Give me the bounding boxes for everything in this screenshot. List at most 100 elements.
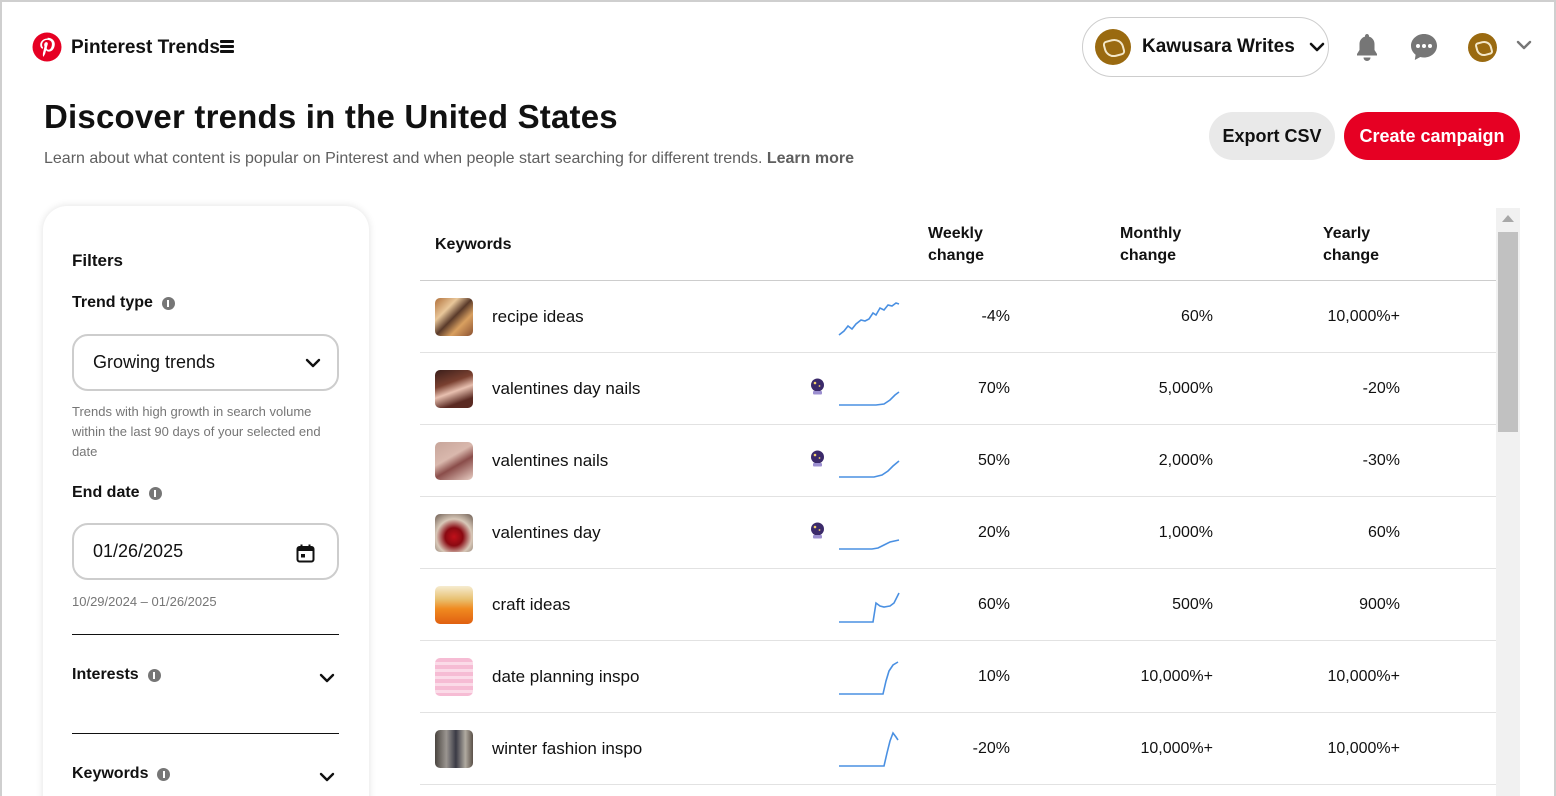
monthly-change: 60% <box>1180 308 1213 325</box>
profile-avatar[interactable] <box>1468 33 1497 62</box>
chat-icon[interactable] <box>1409 32 1439 62</box>
divider <box>72 733 339 734</box>
keyword-label: winter fashion inspo <box>492 739 643 758</box>
bell-icon[interactable] <box>1354 32 1380 62</box>
sparkline <box>839 592 900 623</box>
page-subtitle: Learn about what content is popular on P… <box>44 150 854 168</box>
trends-table: Keywords Weekly change Monthly change Ye… <box>420 208 1496 796</box>
end-date-value: 01/26/2025 <box>93 541 184 561</box>
subtitle-text: Learn about what content is popular on P… <box>44 150 763 167</box>
col-yearly-line1: Yearly <box>1323 225 1371 242</box>
crystal-ball-icon <box>811 378 824 395</box>
yearly-change: -30% <box>1362 452 1400 469</box>
account-name: Kawusara Writes <box>1142 36 1295 57</box>
learn-more-link[interactable]: Learn more <box>766 150 854 167</box>
keyword-label: valentines nails <box>492 451 609 470</box>
interests-label-text: Interests <box>72 666 139 683</box>
chevron-down-icon[interactable] <box>1516 40 1532 50</box>
keyword-label: date planning inspo <box>492 667 640 686</box>
account-switcher-button[interactable]: Kawusara Writes <box>1082 17 1329 77</box>
weekly-change: 20% <box>977 524 1010 541</box>
chevron-down-icon <box>305 358 321 368</box>
create-campaign-button[interactable]: Create campaign <box>1344 112 1520 160</box>
table-row[interactable]: valentines day nails 70% 5,000% -20% <box>420 353 1496 425</box>
weekly-change: 50% <box>977 452 1010 469</box>
yearly-change: 10,000%+ <box>1327 308 1400 325</box>
keyword-thumbnail <box>435 730 473 768</box>
table-header: Keywords Weekly change Monthly change Ye… <box>420 208 1496 281</box>
weekly-change: 60% <box>977 596 1010 613</box>
sparkline <box>839 731 899 767</box>
col-monthly-line2: change <box>1120 247 1177 264</box>
scroll-up-arrow-icon[interactable] <box>1502 215 1514 222</box>
keyword-thumbnail <box>435 298 473 336</box>
info-icon[interactable] <box>157 767 171 781</box>
trend-type-value: Growing trends <box>93 352 216 372</box>
info-icon[interactable] <box>147 668 161 682</box>
table-row[interactable]: craft ideas 60% 500% 900% <box>420 569 1496 641</box>
top-bar: Pinterest Trends Kawusara Writes <box>2 2 1554 94</box>
yearly-change: 10,000%+ <box>1327 740 1400 757</box>
col-yearly-line2: change <box>1323 247 1380 264</box>
keyword-label: valentines day nails <box>492 379 641 398</box>
vertical-scrollbar[interactable] <box>1496 208 1520 796</box>
col-weekly-line1: Weekly <box>928 225 983 242</box>
monthly-change: 2,000% <box>1158 452 1213 469</box>
end-date-label-text: End date <box>72 484 140 501</box>
account-avatar <box>1095 29 1131 65</box>
hamburger-icon[interactable] <box>220 40 234 53</box>
monthly-change: 1,000% <box>1158 524 1213 541</box>
yearly-change: 900% <box>1359 596 1400 613</box>
sparkline <box>838 302 900 336</box>
col-monthly-line1: Monthly <box>1120 225 1182 242</box>
keyword-thumbnail <box>435 586 473 624</box>
keyword-label: recipe ideas <box>492 307 584 326</box>
col-keywords: Keywords <box>435 236 512 253</box>
export-csv-button[interactable]: Export CSV <box>1209 112 1335 160</box>
weekly-change: -20% <box>972 740 1010 757</box>
col-weekly-change[interactable]: Weekly change <box>928 223 984 267</box>
calendar-icon[interactable] <box>296 544 315 563</box>
trend-type-select[interactable]: Growing trends <box>72 334 339 391</box>
keyword-thumbnail <box>435 370 473 408</box>
keywords-filter[interactable]: Keywords <box>72 765 339 789</box>
weekly-change: 70% <box>977 380 1010 397</box>
col-yearly-change[interactable]: Yearly change <box>1323 223 1379 267</box>
weekly-change: 10% <box>977 668 1010 685</box>
keywords-label: Keywords <box>72 765 171 783</box>
info-icon[interactable] <box>161 296 175 310</box>
monthly-change: 10,000%+ <box>1140 740 1213 757</box>
table-row[interactable]: date planning inspo 10% 10,000%+ 10,000%… <box>420 641 1496 713</box>
monthly-change: 5,000% <box>1158 380 1213 397</box>
interests-filter[interactable]: Interests <box>72 666 339 690</box>
keyword-thumbnail <box>435 514 473 552</box>
crystal-ball-icon <box>811 522 824 539</box>
trend-type-label: Trend type <box>72 294 175 312</box>
yearly-change: -20% <box>1362 380 1400 397</box>
info-icon[interactable] <box>148 486 162 500</box>
sparkline <box>839 539 900 550</box>
monthly-change: 500% <box>1172 596 1213 613</box>
pinterest-logo-icon[interactable] <box>32 32 62 62</box>
table-row[interactable]: valentines day 20% 1,000% 60% <box>420 497 1496 569</box>
chevron-down-icon <box>1309 42 1325 52</box>
table-row[interactable]: valentines nails 50% 2,000% -30% <box>420 425 1496 497</box>
keyword-label: valentines day <box>492 523 601 542</box>
keyword-thumbnail <box>435 442 473 480</box>
keyword-label: craft ideas <box>492 595 571 614</box>
table-row[interactable]: winter fashion inspo -20% 10,000%+ 10,00… <box>420 713 1496 785</box>
trend-type-label-text: Trend type <box>72 294 153 311</box>
app-title[interactable]: Pinterest Trends <box>71 37 220 58</box>
end-date-label: End date <box>72 484 162 502</box>
scroll-thumb[interactable] <box>1498 232 1518 432</box>
end-date-input[interactable]: 01/26/2025 <box>72 523 339 580</box>
sparkline <box>839 460 900 478</box>
chevron-down-icon <box>319 673 335 683</box>
interests-label: Interests <box>72 666 161 684</box>
filters-title: Filters <box>72 251 124 270</box>
col-monthly-change[interactable]: Monthly change <box>1120 223 1181 267</box>
col-weekly-line2: change <box>928 247 985 264</box>
divider <box>72 634 339 635</box>
table-row[interactable]: recipe ideas -4% 60% 10,000%+ <box>420 281 1496 353</box>
